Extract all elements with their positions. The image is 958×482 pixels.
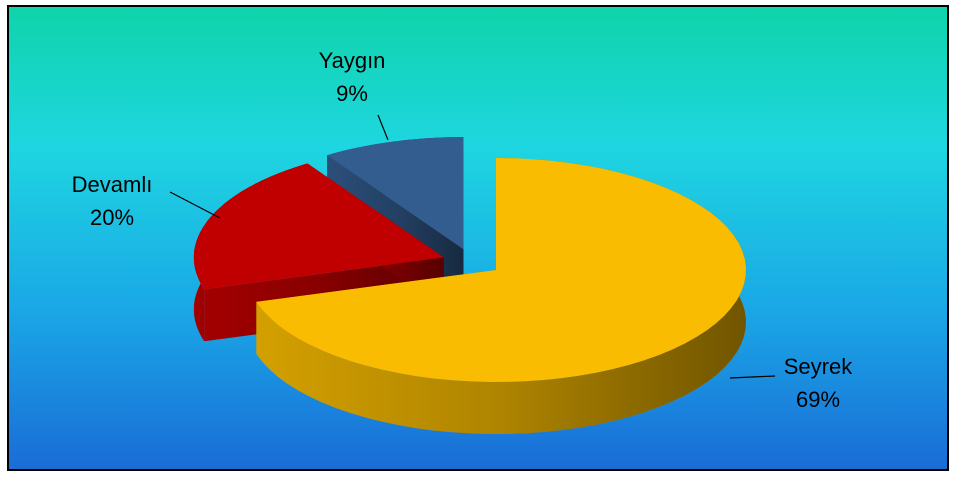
category-label: Seyrek (784, 354, 853, 379)
category-label: Yaygın (319, 48, 386, 73)
slice (256, 158, 746, 382)
value-label: 9% (336, 81, 368, 106)
leader-line (729, 375, 776, 379)
slice (327, 137, 464, 250)
pie (193, 137, 746, 434)
category-label: Devamlı (72, 172, 153, 197)
slice (193, 163, 444, 290)
leader-line (377, 114, 389, 141)
leader-line (169, 191, 221, 219)
labels: Seyrek 69% Devamlı 20% Yaygın 9% (72, 48, 854, 412)
value-label: 69% (796, 387, 840, 412)
value-label: 20% (90, 205, 134, 230)
